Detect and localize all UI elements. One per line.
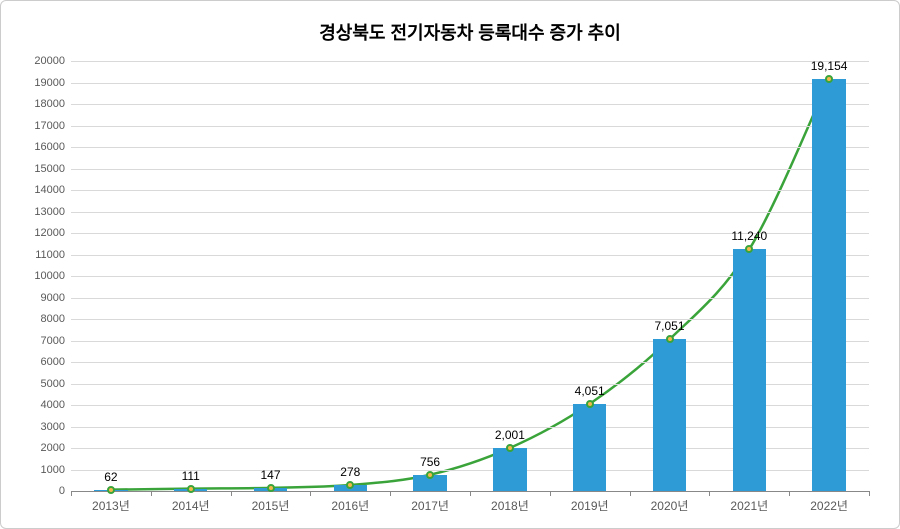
grid-line [71,83,869,84]
x-tick [151,491,152,496]
line-marker [107,486,115,494]
grid-line [71,61,869,62]
data-label: 62 [104,470,117,484]
grid-line [71,147,869,148]
x-tick [789,491,790,496]
y-tick-label: 17000 [34,120,71,132]
x-tick-label: 2016년 [331,497,369,514]
x-tick-label: 2018년 [491,497,529,514]
line-marker [745,245,753,253]
y-tick-label: 0 [59,485,71,497]
data-label: 19,154 [811,59,848,73]
bar [493,448,527,491]
y-tick-label: 12000 [34,227,71,239]
x-tick [470,491,471,496]
y-tick-label: 4000 [41,399,71,411]
line-marker [426,471,434,479]
data-label: 4,051 [575,384,605,398]
line-marker [666,335,674,343]
chart-title: 경상북도 전기자동차 등록대수 증가 추이 [71,19,869,45]
y-tick-label: 13000 [34,206,71,218]
x-tick [71,491,72,496]
line-marker [506,444,514,452]
grid-line [71,190,869,191]
y-tick-label: 11000 [35,249,71,261]
y-tick-label: 14000 [34,184,71,196]
y-tick-label: 8000 [41,313,71,325]
x-tick-label: 2015년 [252,497,290,514]
y-tick-label: 19000 [34,77,71,89]
bar [733,249,767,491]
data-label: 11,240 [731,229,767,243]
x-tick [310,491,311,496]
x-tick [630,491,631,496]
y-tick-label: 1000 [41,464,71,476]
grid-line [71,104,869,105]
line-marker [586,400,594,408]
grid-line [71,169,869,170]
y-tick-label: 15000 [34,163,71,175]
line-marker [187,485,195,493]
data-label: 756 [420,455,440,469]
plot-area: 0100020003000400050006000700080009000100… [71,61,869,491]
line-marker [267,484,275,492]
y-tick-label: 18000 [34,98,71,110]
grid-line [71,212,869,213]
y-tick-label: 16000 [34,141,71,153]
y-tick-label: 20000 [34,55,71,67]
data-label: 111 [182,469,200,483]
y-tick-label: 3000 [41,421,71,433]
x-tick [869,491,870,496]
y-tick-label: 7000 [41,335,71,347]
data-label: 7,051 [654,319,684,333]
y-tick-label: 2000 [41,442,71,454]
x-tick-label: 2020년 [651,497,689,514]
bar [812,79,846,491]
x-tick-label: 2013년 [92,497,130,514]
x-tick-label: 2021년 [730,497,768,514]
y-tick-label: 5000 [41,378,71,390]
bar [653,339,687,491]
x-tick [231,491,232,496]
x-tick [550,491,551,496]
x-tick-label: 2022년 [810,497,848,514]
line-marker [825,75,833,83]
x-tick-label: 2019년 [571,497,609,514]
data-label: 278 [340,465,360,479]
x-tick-label: 2017년 [411,497,449,514]
x-tick [709,491,710,496]
chart-container: 경상북도 전기자동차 등록대수 증가 추이 010002000300040005… [0,0,900,529]
bar [573,404,607,491]
x-tick [390,491,391,496]
data-label: 2,001 [495,428,525,442]
y-tick-label: 10000 [34,270,71,282]
y-tick-label: 6000 [41,356,71,368]
grid-line [71,126,869,127]
data-label: 147 [260,468,280,482]
y-tick-label: 9000 [41,292,71,304]
x-tick-label: 2014년 [172,497,210,514]
line-marker [346,481,354,489]
